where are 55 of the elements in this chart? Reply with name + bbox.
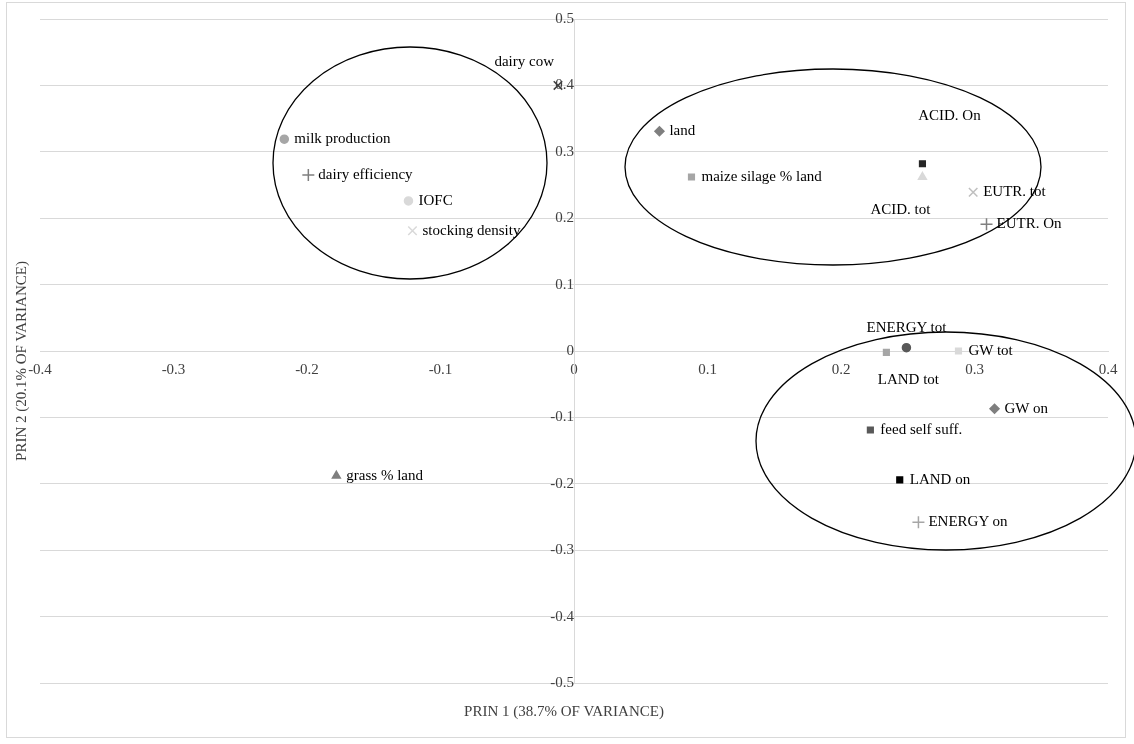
x-tick-label: -0.4 <box>28 360 53 377</box>
y-tick-label: -0.2 <box>550 474 574 491</box>
series-label: LAND on <box>909 470 971 487</box>
series-label: ACID. tot <box>870 201 932 218</box>
point <box>279 134 290 144</box>
y-tick-label: 0.2 <box>555 209 574 226</box>
point <box>989 403 1000 415</box>
y-tick-label: 0 <box>566 341 574 358</box>
series-label: milk production <box>294 130 392 147</box>
point <box>968 187 979 198</box>
series-label: IOFC <box>418 191 453 208</box>
x-tick-label: -0.2 <box>295 360 319 377</box>
point <box>866 426 874 434</box>
y-tick-label: 0.5 <box>555 9 574 26</box>
point <box>331 470 342 479</box>
point <box>882 348 890 356</box>
point <box>954 347 963 355</box>
series-label: maize silage % land <box>701 167 823 184</box>
y-tick-label: -0.3 <box>550 541 574 558</box>
y-tick-label: -0.5 <box>550 673 574 690</box>
x-tick-label: 0.1 <box>698 360 717 377</box>
y-tick-label: -0.4 <box>550 607 575 624</box>
x-tick-label: -0.3 <box>161 360 186 377</box>
point <box>654 125 665 137</box>
point <box>896 476 904 484</box>
x-tick-label: -0.1 <box>428 360 453 377</box>
point <box>911 515 926 530</box>
series-label: grass % land <box>346 466 424 483</box>
point <box>918 160 927 168</box>
series-label: ENERGY on <box>928 513 1008 530</box>
point <box>687 173 696 181</box>
point <box>407 225 418 236</box>
point <box>403 196 414 206</box>
x-axis-title: PRIN 1 (38.7% OF VARIANCE) <box>464 702 664 720</box>
series-label: LAND tot <box>877 370 940 387</box>
y-tick-label: -0.1 <box>550 408 574 425</box>
series-label: dairy efficiency <box>318 165 414 182</box>
series-label: dairy cow <box>494 52 555 69</box>
series-label: GW on <box>1004 399 1049 416</box>
point <box>979 217 994 231</box>
series-label: stocking density <box>422 221 521 238</box>
point <box>301 168 316 182</box>
series-label: GW tot <box>968 341 1014 358</box>
text: ACID. On <box>918 107 982 124</box>
y-tick-label: 0.3 <box>555 142 574 159</box>
x-tick-label: 0.4 <box>1098 360 1118 377</box>
y-axis-title: PRIN 2 (20.1% OF VARIANCE) <box>12 261 30 461</box>
x-tick-label: 0.3 <box>965 360 984 377</box>
point <box>901 342 912 353</box>
point <box>917 171 928 181</box>
series-label: ENERGY tot <box>866 319 948 336</box>
y-tick-label: 0.1 <box>555 275 574 292</box>
series-label: feed self suff. <box>880 420 963 437</box>
series-label: land <box>669 122 696 139</box>
x-tick-label: 0.2 <box>831 360 851 377</box>
